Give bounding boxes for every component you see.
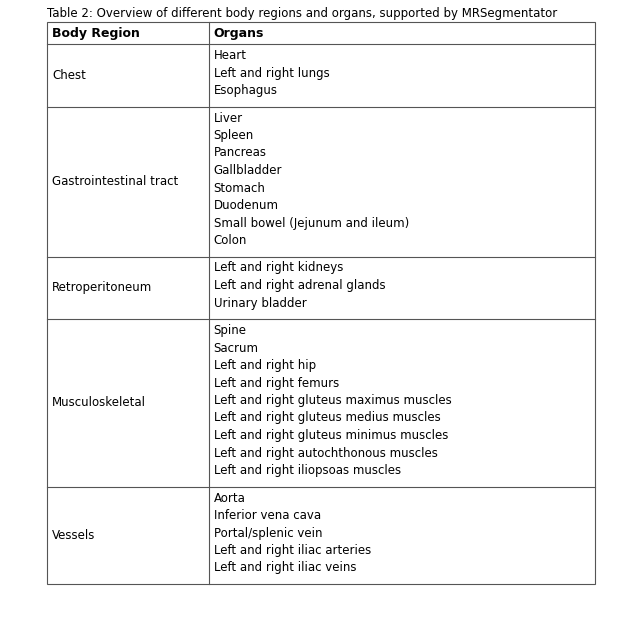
Text: Left and right iliac veins: Left and right iliac veins (214, 561, 356, 575)
Text: Left and right adrenal glands: Left and right adrenal glands (214, 279, 385, 292)
Text: Esophagus: Esophagus (214, 84, 278, 97)
Text: Left and right iliac arteries: Left and right iliac arteries (214, 544, 371, 557)
Text: Spine: Spine (214, 324, 246, 337)
Text: Left and right hip: Left and right hip (214, 359, 316, 372)
Text: Colon: Colon (214, 234, 247, 247)
Text: Inferior vena cava: Inferior vena cava (214, 509, 321, 522)
Text: Portal/splenic vein: Portal/splenic vein (214, 527, 322, 539)
Text: Chest: Chest (52, 69, 86, 82)
Text: Body Region: Body Region (52, 27, 140, 39)
Text: Left and right iliopsoas muscles: Left and right iliopsoas muscles (214, 464, 401, 477)
Text: Organs: Organs (214, 27, 264, 39)
Text: Table 2: Overview of different body regions and organs, supported by MRSegmentat: Table 2: Overview of different body regi… (47, 7, 557, 20)
Text: Musculoskeletal: Musculoskeletal (52, 396, 146, 410)
Text: Gallbladder: Gallbladder (214, 164, 282, 177)
Text: Small bowel (Jejunum and ileum): Small bowel (Jejunum and ileum) (214, 216, 409, 230)
Bar (47, 22, 595, 584)
Text: Duodenum: Duodenum (214, 199, 278, 212)
Text: Retroperitoneum: Retroperitoneum (52, 281, 152, 294)
Text: Vessels: Vessels (52, 529, 95, 542)
Text: Left and right gluteus medius muscles: Left and right gluteus medius muscles (214, 411, 440, 425)
Text: Left and right gluteus maximus muscles: Left and right gluteus maximus muscles (214, 394, 451, 407)
Text: Left and right kidneys: Left and right kidneys (214, 261, 343, 275)
Text: Left and right femurs: Left and right femurs (214, 377, 339, 389)
Text: Left and right autochthonous muscles: Left and right autochthonous muscles (214, 446, 438, 460)
Text: Stomach: Stomach (214, 182, 266, 194)
Text: Urinary bladder: Urinary bladder (214, 296, 307, 310)
Text: Heart: Heart (214, 49, 246, 62)
Text: Aorta: Aorta (214, 491, 246, 505)
Text: Gastrointestinal tract: Gastrointestinal tract (52, 175, 179, 188)
Text: Liver: Liver (214, 111, 243, 125)
Text: Pancreas: Pancreas (214, 146, 267, 160)
Text: Spleen: Spleen (214, 129, 254, 142)
Text: Left and right lungs: Left and right lungs (214, 66, 330, 80)
Text: Left and right gluteus minimus muscles: Left and right gluteus minimus muscles (214, 429, 448, 442)
Text: Sacrum: Sacrum (214, 341, 259, 354)
